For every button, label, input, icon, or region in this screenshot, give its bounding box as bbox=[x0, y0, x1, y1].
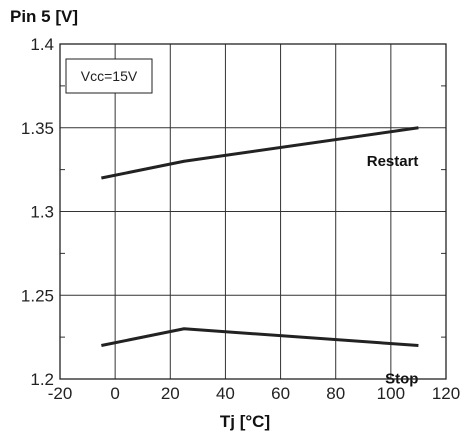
y-tick-label: 1.25 bbox=[21, 286, 54, 305]
series-label-restart: Restart bbox=[367, 153, 419, 170]
vcc-annotation: Vcc=15V bbox=[65, 58, 153, 94]
x-tick-label: -20 bbox=[48, 384, 73, 403]
annotation-text: Vcc=15V bbox=[81, 68, 138, 84]
y-tick-label: 1.35 bbox=[21, 119, 54, 138]
x-tick-labels: -20 0 20 40 60 80 100 120 bbox=[48, 384, 460, 403]
plot-frame bbox=[59, 43, 447, 380]
y-axis-title: Pin 5 [V] bbox=[10, 7, 78, 26]
annotation-box bbox=[65, 58, 153, 94]
y-tick-labels: 1.2 1.25 1.3 1.35 1.4 bbox=[21, 35, 54, 389]
x-tick-label: 100 bbox=[377, 384, 405, 403]
series-line-restart bbox=[101, 126, 419, 180]
minor-tick-group bbox=[60, 85, 446, 338]
x-tick-label: 0 bbox=[110, 384, 119, 403]
x-tick-label: 60 bbox=[271, 384, 290, 403]
x-tick-label: 40 bbox=[216, 384, 235, 403]
y-tick-label: 1.3 bbox=[30, 203, 54, 222]
y-tick-label: 1.2 bbox=[30, 370, 54, 389]
series-line-stop bbox=[101, 327, 419, 347]
x-axis-title: Tj [°C] bbox=[220, 412, 270, 431]
gridlines bbox=[60, 44, 446, 379]
x-tick-label: 120 bbox=[432, 384, 460, 403]
y-tick-label: 1.4 bbox=[30, 35, 54, 54]
x-tick-label: 20 bbox=[161, 384, 180, 403]
x-tick-label: 80 bbox=[326, 384, 345, 403]
